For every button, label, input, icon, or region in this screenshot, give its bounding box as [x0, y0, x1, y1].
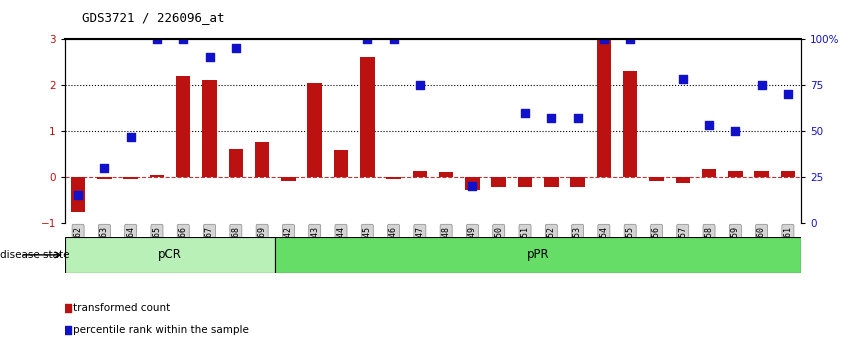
Text: pCR: pCR — [158, 249, 182, 261]
Point — [150, 36, 164, 42]
Point — [518, 110, 532, 115]
Point — [247, 99, 261, 105]
Bar — [386, 177, 401, 179]
Point — [229, 45, 242, 51]
Bar — [176, 76, 191, 177]
Point — [781, 91, 795, 97]
Point — [754, 82, 768, 88]
Text: disease state: disease state — [0, 250, 69, 260]
Text: pPR: pPR — [527, 249, 549, 261]
Bar — [412, 171, 427, 177]
Bar — [675, 177, 690, 183]
Text: transformed count: transformed count — [73, 303, 170, 313]
Point — [413, 82, 427, 88]
Bar — [465, 177, 480, 190]
Bar — [780, 171, 795, 177]
Bar — [650, 177, 663, 181]
Point — [571, 115, 585, 121]
Point — [702, 122, 716, 128]
Bar — [754, 171, 769, 177]
Bar — [544, 177, 559, 187]
Bar — [439, 172, 454, 177]
Point — [360, 36, 374, 42]
Point — [71, 193, 85, 198]
Bar — [255, 143, 269, 177]
Bar — [65, 237, 275, 273]
Bar — [597, 39, 611, 177]
Bar — [150, 175, 165, 177]
Point — [203, 55, 216, 60]
Bar — [71, 177, 86, 211]
Bar — [518, 177, 533, 187]
Bar — [360, 57, 374, 177]
Bar — [97, 177, 112, 179]
Bar — [275, 237, 801, 273]
Bar — [281, 177, 295, 181]
Point — [624, 36, 637, 42]
Point — [386, 36, 400, 42]
Bar — [571, 177, 585, 187]
Point — [728, 128, 742, 134]
Point — [98, 165, 112, 171]
Point — [466, 183, 480, 189]
Bar — [307, 82, 322, 177]
Text: GDS3721 / 226096_at: GDS3721 / 226096_at — [82, 11, 225, 24]
Bar — [623, 71, 637, 177]
Text: percentile rank within the sample: percentile rank within the sample — [73, 325, 249, 335]
Bar — [229, 149, 243, 177]
Bar — [124, 177, 138, 179]
Point — [177, 36, 191, 42]
Bar — [203, 80, 216, 177]
Point — [597, 36, 611, 42]
Point — [545, 115, 559, 121]
Bar — [701, 169, 716, 177]
Point — [124, 134, 138, 139]
Bar — [728, 171, 742, 177]
Bar — [333, 150, 348, 177]
Bar — [492, 177, 506, 187]
Point — [675, 76, 689, 82]
